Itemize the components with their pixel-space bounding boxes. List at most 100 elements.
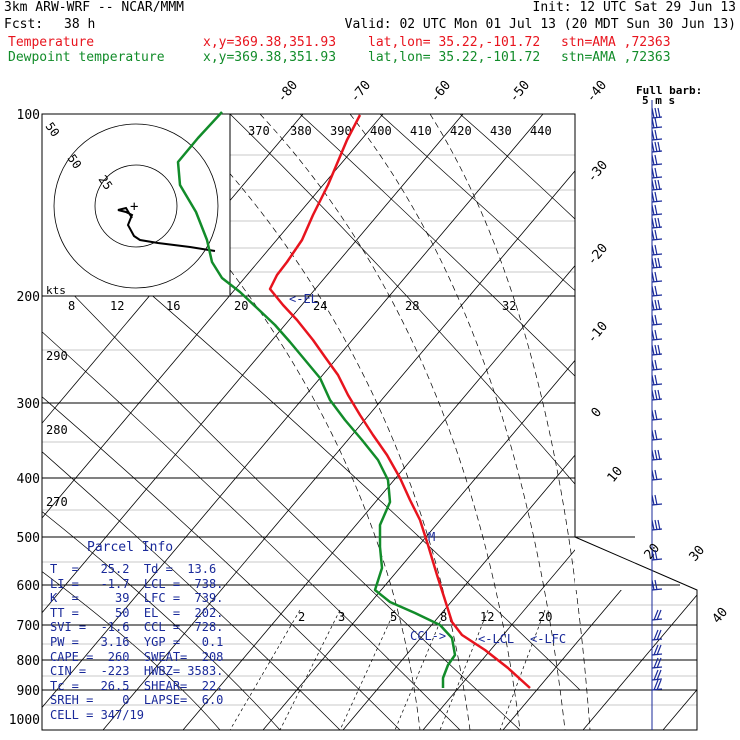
wind-barb-flag: [651, 191, 655, 203]
pressure-label: 700: [17, 619, 40, 634]
dewpoint-trace: [176, 111, 457, 688]
wind-barb-flag: [654, 107, 658, 119]
wind-barb-flag: [654, 469, 658, 481]
hodograph-trace: [117, 206, 216, 252]
mixing-ratio-label: 24: [313, 299, 327, 313]
pressure-label: 100: [17, 108, 40, 123]
dewpoint-xy: x,y=369.38,351.93: [203, 50, 337, 65]
wind-barb-flag: [654, 257, 658, 269]
theta-label: 420: [450, 124, 472, 138]
wind-barb-flag: [651, 229, 655, 241]
wind-barb-flag: [651, 204, 655, 216]
theta-label: 410: [410, 124, 432, 138]
wind-barb-flag: [651, 374, 655, 386]
wind-barb-flag: [654, 409, 658, 421]
temperature-latlon: lat,lon= 35.22,-101.72: [368, 35, 541, 50]
pressure-label: 200: [17, 290, 40, 305]
wind-barb-flag: [654, 449, 658, 461]
wind-barb-flag: [651, 285, 655, 297]
wind-barb-flag: [657, 141, 661, 153]
wind-barb-flag: [654, 389, 658, 401]
isotherm-label: 40: [710, 605, 732, 627]
wind-barb-flag: [651, 257, 655, 269]
parcel-info-row: SVI = -1.6 CCL = 728.: [50, 620, 224, 635]
temperature-legend: Temperature: [8, 35, 95, 50]
hodograph-labels: 50 25 50 + kts: [43, 120, 139, 297]
pressure-subgrid: [42, 154, 697, 706]
wind-barb-flag: [657, 257, 661, 269]
valid-time: Valid: 02 UTC Mon 01 Jul 13 (20 MDT Sun …: [344, 17, 736, 32]
wind-barb-flag: [654, 359, 658, 371]
wind-barb-flag: [654, 179, 658, 191]
isotherm-label: 0: [589, 405, 606, 421]
wind-barb-flag: [654, 271, 658, 283]
wind-barb-flag: [651, 107, 655, 119]
wind-barb-flag: [653, 657, 659, 669]
parcel-info-row: LI = -1.7 LCL = 738.: [50, 576, 224, 591]
mixing-ratio-label: 12: [480, 610, 494, 624]
wind-barb-flag: [654, 429, 658, 441]
lfc-marker: <-LFC: [530, 632, 566, 646]
theta-label: 440: [530, 124, 552, 138]
mixing-ratio-label: 20: [538, 610, 552, 624]
wind-barb-flag: [656, 657, 662, 669]
m-marker: M: [428, 530, 435, 544]
theta-label: 270: [46, 495, 68, 509]
wind-barb-flag: [657, 299, 661, 311]
theta-label: 400: [370, 124, 392, 138]
wind-barb-flag: [651, 117, 655, 129]
wind-barb-flag: [657, 217, 661, 229]
wind-barb-flag: [654, 494, 658, 506]
init-time: Init: 12 UTC Sat 29 Jun 13: [532, 0, 737, 15]
theta-label: 370: [248, 124, 270, 138]
wind-barb-flag: [654, 204, 658, 216]
wind-barb-flag: [654, 299, 658, 311]
wind-barb-flag: [651, 167, 655, 179]
parcel-info-row: PW = 3.16 YGP = 0.1: [50, 635, 224, 649]
isotherm-label: -80: [275, 78, 302, 106]
isotherm-labels: -80 -70 -60 -50 -40 -30 -20 -10 0 10 20 …: [275, 78, 732, 627]
wind-barb-flag: [657, 519, 661, 531]
wind-barb-flag: [654, 549, 658, 561]
dewpoint-legend: Dewpoint temperature: [8, 50, 165, 65]
wind-barb-flag: [654, 329, 658, 341]
wind-barb-flag: [657, 449, 661, 461]
wind-barb-flag: [651, 329, 655, 341]
mixing-ratio-label: 12: [110, 299, 124, 313]
wind-barb-flag: [654, 344, 658, 356]
dewpoint-latlon: lat,lon= 35.22,-101.72: [368, 50, 541, 65]
pressure-label: 400: [17, 472, 40, 487]
wind-barb-flag: [656, 629, 662, 641]
wind-barb-flag: [654, 314, 658, 326]
wind-barb-flag: [654, 217, 658, 229]
forecast-label: Fcst:: [4, 17, 44, 32]
wind-barb-flag: [654, 129, 658, 141]
wind-barb-flag: [651, 344, 655, 356]
parcel-info-title: Parcel Info: [87, 540, 174, 555]
wind-barb-flag: [651, 549, 655, 561]
full-barb-label: Full barb:: [636, 84, 702, 97]
wind-barb-flag: [651, 359, 655, 371]
wind-barb-flag: [651, 217, 655, 229]
hodograph-ring-label: 25: [96, 173, 116, 193]
wind-barb-flag: [657, 179, 661, 191]
theta-label: 380: [290, 124, 312, 138]
wind-barb-flag: [653, 609, 659, 621]
isotherm-label: -30: [585, 158, 612, 186]
temperature-xy: x,y=369.38,351.93: [203, 35, 337, 50]
wind-barb-flag: [654, 244, 658, 256]
wind-barb-flag: [654, 229, 658, 241]
forecast-hours: 38 h: [64, 17, 96, 32]
temperature-trace: [268, 114, 531, 689]
mixing-ratio-label: 20: [234, 299, 248, 313]
wind-barb-flag: [651, 299, 655, 311]
pressure-label: 300: [17, 397, 40, 412]
theta-labels: 370 380 390 400 410 420 430 440 290 280 …: [46, 124, 552, 509]
wind-barb-flag: [651, 494, 655, 506]
hodograph-plus-icon: +: [130, 199, 138, 215]
wind-barb-flag: [651, 519, 655, 531]
parcel-info-row: CAPE = 260 SWEAT= 208: [50, 649, 224, 664]
pressure-label: 800: [17, 654, 40, 669]
wind-barb-flag: [651, 449, 655, 461]
theta-label: 390: [330, 124, 352, 138]
